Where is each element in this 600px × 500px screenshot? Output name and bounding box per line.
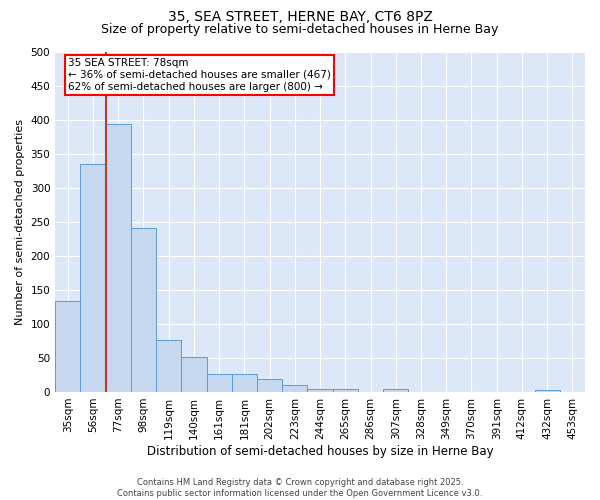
Bar xyxy=(156,340,181,392)
Bar xyxy=(55,302,80,392)
Bar xyxy=(106,124,131,392)
Text: Size of property relative to semi-detached houses in Herne Bay: Size of property relative to semi-detach… xyxy=(101,22,499,36)
X-axis label: Distribution of semi-detached houses by size in Herne Bay: Distribution of semi-detached houses by … xyxy=(147,444,493,458)
Bar xyxy=(307,389,332,392)
Text: 35, SEA STREET, HERNE BAY, CT6 8PZ: 35, SEA STREET, HERNE BAY, CT6 8PZ xyxy=(167,10,433,24)
Bar xyxy=(257,379,282,392)
Bar xyxy=(206,374,232,392)
Bar xyxy=(181,356,206,392)
Text: 35 SEA STREET: 78sqm
← 36% of semi-detached houses are smaller (467)
62% of semi: 35 SEA STREET: 78sqm ← 36% of semi-detac… xyxy=(68,58,331,92)
Bar xyxy=(232,374,257,392)
Bar xyxy=(80,164,106,392)
Text: Contains HM Land Registry data © Crown copyright and database right 2025.
Contai: Contains HM Land Registry data © Crown c… xyxy=(118,478,482,498)
Bar xyxy=(332,388,358,392)
Bar xyxy=(131,228,156,392)
Bar xyxy=(383,389,409,392)
Bar xyxy=(535,390,560,392)
Y-axis label: Number of semi-detached properties: Number of semi-detached properties xyxy=(15,118,25,324)
Bar xyxy=(282,385,307,392)
